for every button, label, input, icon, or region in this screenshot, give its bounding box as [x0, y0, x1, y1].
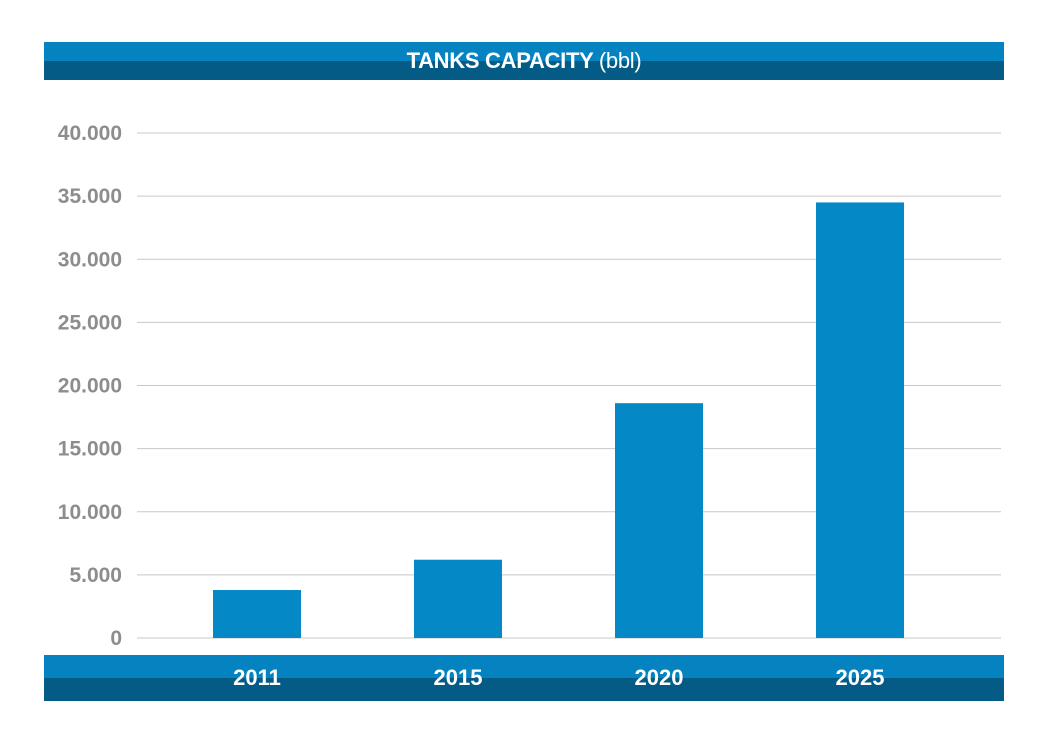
y-tick-label: 10.000	[58, 501, 122, 524]
x-tick-label-2011: 2011	[233, 665, 281, 690]
y-tick-label: 30.000	[58, 248, 122, 271]
chart-title-unit: (bbl)	[598, 48, 642, 73]
y-tick-label: 40.000	[58, 122, 122, 145]
bar-2015	[414, 559, 502, 638]
bars	[213, 202, 904, 638]
x-tick-label-2020: 2020	[634, 665, 684, 690]
bar-2011	[213, 590, 301, 638]
bar-2020	[615, 403, 703, 638]
y-tick-label: 20.000	[58, 375, 122, 398]
title-band: TANKS CAPACITY (bbl)	[44, 42, 1004, 80]
chart-title-text: TANKS CAPACITY	[406, 48, 594, 73]
y-tick-label: 0	[110, 627, 122, 650]
y-tick-label: 25.000	[58, 311, 122, 334]
y-tick-label: 15.000	[58, 438, 122, 461]
y-tick-label: 35.000	[58, 185, 122, 208]
y-tick-label: 5.000	[69, 564, 122, 587]
bar-2025	[816, 202, 904, 638]
x-tick-label-2015: 2015	[433, 665, 483, 690]
x-axis-band	[44, 655, 1004, 701]
y-axis-labels: 0 5.000 10.000 15.000 20.000 25.000 30.000 35.0…	[58, 122, 122, 650]
x-tick-label-2025: 2025	[835, 665, 885, 690]
chart-title: TANKS CAPACITY (bbl)	[44, 42, 1004, 80]
